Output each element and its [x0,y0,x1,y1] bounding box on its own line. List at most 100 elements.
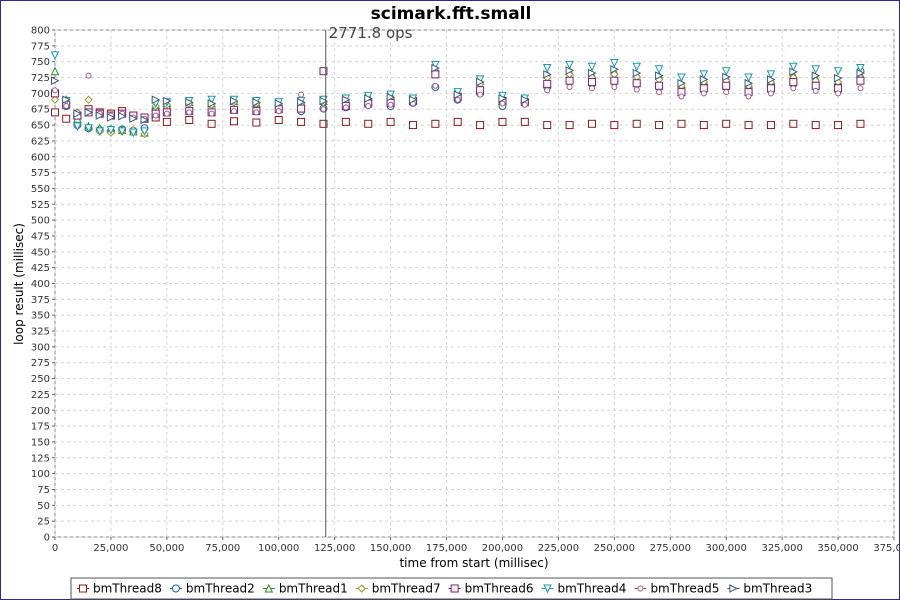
data-point-bmThread5 [544,87,551,94]
data-point-bmThread4 [542,64,552,73]
data-point-bmThread6 [543,79,552,88]
y-tick-label: 50 [37,501,50,512]
data-point-bmThread6 [722,81,731,90]
data-point-bmThread3 [834,73,843,83]
x-tick-label: 0 [52,543,58,554]
x-tick-label: 275,000 [650,543,691,554]
data-point-bmThread5 [85,72,92,79]
data-point-bmThread4 [84,124,93,133]
legend-label: bmThread4 [558,582,627,596]
data-point-bmThread8 [185,115,194,124]
data-point-bmThread4 [699,70,709,79]
data-point-bmThread3 [62,95,71,105]
data-point-bmThread8 [744,121,753,130]
data-point-bmThread5 [152,112,159,119]
data-point-bmThread5 [767,90,774,97]
data-point-bmThread4 [833,67,843,76]
data-point-bmThread8 [51,108,59,117]
data-point-bmThread8 [610,121,619,130]
legend-label: bmThread1 [279,582,348,596]
y-tick-label: 350 [31,311,50,322]
data-point-bmThread3 [543,70,552,79]
data-point-bmThread3 [73,109,82,118]
data-point-bmThread5 [566,84,573,91]
data-point-bmThread3 [655,71,664,80]
data-point-bmThread3 [699,75,709,84]
legend-item-bmThread7: bmThread7 [355,582,441,596]
y-tick-label: 700 [31,89,50,100]
series-bmThread5 [52,72,864,122]
data-point-bmThread3 [162,96,172,106]
data-point-bmThread4 [721,67,731,76]
y-tick-label: 250 [31,374,50,385]
legend-marker-bmThread1 [264,583,274,593]
data-point-bmThread4 [117,127,127,137]
y-tick-label: 800 [31,26,50,37]
y-tick-label: 550 [31,184,50,195]
legend-label: bmThread6 [465,582,534,596]
data-point-bmThread8 [252,118,261,127]
data-point-bmThread8 [453,117,462,126]
data-point-bmThread3 [587,68,597,78]
data-point-bmThread8 [408,121,417,130]
y-tick-label: 625 [31,136,50,147]
data-point-bmThread5 [678,93,685,100]
data-point-bmThread3 [386,92,396,102]
series-bmThread8 [51,105,865,130]
data-point-bmThread8 [297,117,306,126]
data-point-bmThread3 [789,67,798,77]
data-point-bmThread5 [723,89,730,96]
data-point-bmThread6 [587,77,596,86]
x-tick-label: 200,000 [482,543,523,554]
data-point-bmThread5 [633,86,640,93]
y-tick-label: 100 [31,469,50,480]
data-point-bmThread5 [186,109,193,116]
x-tick-label: 125,000 [314,543,355,554]
x-axis-title: time from start (millisec) [399,556,548,570]
data-point-bmThread5 [656,89,663,96]
data-point-bmThread3 [520,95,530,105]
x-tick-label: 375,000 [873,543,900,554]
data-point-bmThread8 [834,121,843,130]
data-point-bmThread4 [610,58,619,68]
data-point-bmThread5 [812,87,819,94]
data-point-bmThread5 [477,91,484,98]
data-point-bmThread8 [274,115,283,124]
data-point-bmThread8 [319,119,328,128]
data-point-bmThread3 [140,115,150,125]
legend-marker-bmThread6 [450,584,459,593]
data-point-bmThread8 [587,119,596,128]
data-point-bmThread3 [766,75,776,84]
data-point-bmThread4 [207,95,216,105]
data-point-bmThread3 [364,94,373,103]
data-point-bmThread8 [677,119,686,128]
x-tick-label: 25,000 [93,543,128,554]
data-point-bmThread4 [789,62,798,72]
legend-item-bmThread5: bmThread5 [634,582,719,596]
data-point-bmThread5 [63,103,70,110]
legend-marker-bmThread5 [637,585,644,592]
data-point-bmThread5 [432,82,439,89]
y-tick-label: 775 [31,41,50,52]
data-point-bmThread5 [342,104,349,111]
data-point-bmThread3 [408,95,418,105]
data-point-bmThread6 [431,70,440,79]
data-point-bmThread3 [453,90,463,99]
y-tick-label: 225 [31,390,50,401]
data-point-bmThread3 [341,95,351,105]
legend-label: bmThread3 [743,582,812,596]
y-tick-label: 600 [31,152,50,163]
data-point-bmThread4 [811,65,821,74]
legend-label: bmThread5 [650,582,719,596]
data-point-bmThread8 [565,121,574,130]
data-point-bmThread3 [811,71,821,80]
x-tick-label: 325,000 [761,543,802,554]
data-point-bmThread3 [610,64,619,74]
data-point-bmThread8 [62,114,71,123]
y-tick-label: 525 [31,200,50,211]
data-point-bmThread8 [498,117,507,126]
data-point-bmThread5 [275,108,282,115]
x-tick-label: 150,000 [370,543,411,554]
data-point-bmThread5 [253,109,260,116]
legend-marker-bmThread7 [357,584,366,593]
